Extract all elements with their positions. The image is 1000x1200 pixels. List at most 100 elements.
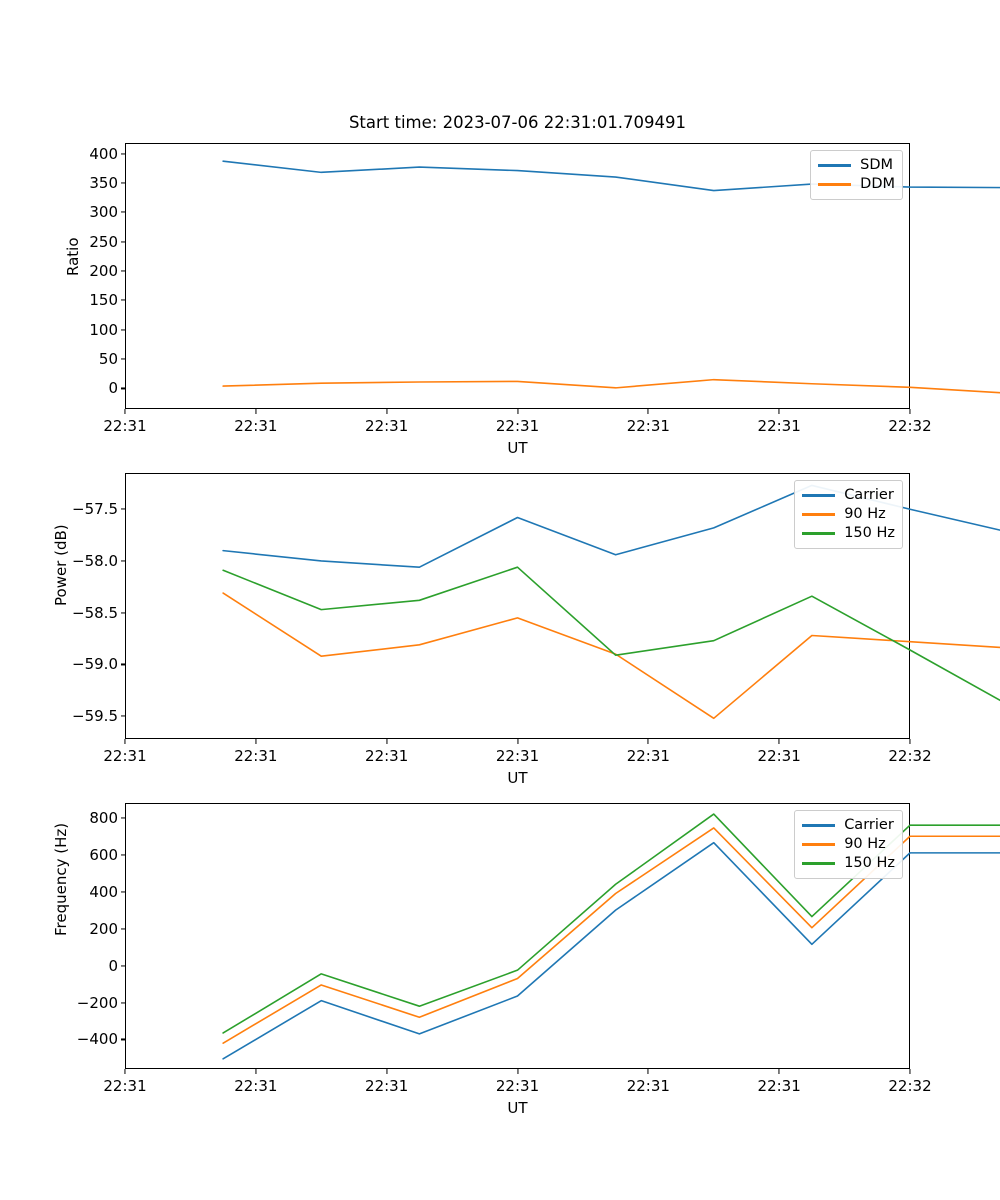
legend-item[interactable]: 90 Hz [802,835,895,854]
x-tick-mark [255,1069,257,1074]
x-tick-mark [124,739,126,744]
legend-item[interactable]: DDM [818,175,895,194]
legend-label: 150 Hz [844,855,895,872]
y-tick-mark [120,387,125,389]
y-tick-label: 200 [89,919,118,938]
x-tick-label: 22:31 [365,417,409,435]
x-tick-mark [647,739,649,744]
legend-label: DDM [860,176,895,193]
y-tick-label: 0 [108,379,118,398]
legend-item[interactable]: 150 Hz [802,524,895,543]
x-tick-label: 22:31 [626,747,670,765]
x-tick-label: 22:31 [626,1077,670,1095]
x-tick-label: 22:31 [103,1077,147,1095]
x-tick-mark [909,739,911,744]
y-tick-mark [120,270,125,272]
legend-color-swatch [802,843,836,846]
y-tick-label: −400 [76,1030,118,1049]
y-tick-mark [120,612,125,614]
x-tick-mark [778,739,780,744]
x-tick-mark [647,1069,649,1074]
x-tick-label: 22:31 [495,417,540,435]
data-lines-ratio [222,160,1000,394]
y-tick-label: 200 [89,262,118,280]
axes-frame-ratio [125,143,910,409]
legend-item[interactable]: 90 Hz [802,505,895,524]
y-tick-label: 50 [98,350,118,369]
subplot-frequency: Frequency (Hz) UT Carrier 90 Hz 150 Hz −40… [52,803,1000,1117]
y-tick-label: 300 [89,203,118,222]
y-tick-mark [120,891,125,893]
y-tick-label: −59.0 [72,655,118,674]
y-tick-label: −200 [76,993,118,1012]
legend-color-swatch [818,183,852,186]
x-axis-label-power: UT [507,769,528,787]
x-tick-mark [386,409,388,414]
legend-color-swatch [802,513,836,516]
data-lines-frequency [222,813,1000,1060]
y-tick-label: 800 [89,808,118,827]
x-tick-mark [255,739,257,744]
x-tick-label: 22:32 [888,747,932,765]
legend-item[interactable]: SDM [818,156,895,175]
x-tick-mark [647,409,649,414]
x-tick-mark [124,1069,126,1074]
y-tick-mark [120,663,125,666]
subplot-ratio: Start time: 2023-07-06 22:31:01.709491 R… [64,113,1000,457]
legend-color-swatch [818,164,852,167]
y-tick-mark [120,965,125,967]
y-tick-mark [120,560,125,562]
series-line-ddm [222,378,1000,394]
x-tick-mark [386,739,388,744]
x-tick-label: 22:31 [626,417,670,435]
y-tick-label: 350 [89,173,118,192]
x-tick-label: 22:32 [888,417,932,435]
legend-label: SDM [860,157,894,174]
x-tick-mark [909,1069,911,1074]
x-tick-mark [778,1069,780,1074]
y-tick-label: −58.0 [72,551,118,570]
series-line-carrier [222,841,1000,1060]
y-tick-mark [120,817,125,819]
legend-item[interactable]: Carrier [802,816,895,835]
y-tick-mark [120,329,125,331]
x-tick-mark [124,409,126,414]
legend-ratio[interactable]: SDM DDM [810,150,903,200]
y-tick-label: 150 [89,291,118,310]
y-tick-mark [120,241,125,243]
legend-label: 150 Hz [844,525,895,542]
y-tick-label: −59.5 [72,707,118,726]
y-tick-mark [120,1001,125,1004]
x-tick-label: 22:31 [495,1077,540,1095]
legend-frequency[interactable]: Carrier 90 Hz 150 Hz [794,810,903,879]
y-tick-label: 100 [89,320,118,339]
y-tick-mark [120,182,125,184]
x-tick-mark [778,409,780,414]
legend-label: 90 Hz [844,506,886,523]
y-tick-label: 0 [108,956,118,975]
y-tick-mark [120,1038,125,1040]
x-tick-label: 22:31 [757,417,801,435]
y-tick-label: 250 [89,232,118,251]
x-tick-label: 22:31 [234,1077,278,1095]
y-tick-mark [120,928,125,930]
legend-label: 90 Hz [844,836,886,853]
data-lines-power [222,484,1000,720]
x-tick-label: 22:31 [757,1077,801,1095]
x-tick-mark [516,409,519,414]
y-tick-mark [120,854,125,856]
y-tick-mark [120,211,125,213]
x-tick-label: 22:31 [495,747,540,765]
legend-item[interactable]: 150 Hz [802,854,895,873]
x-tick-label: 22:31 [365,747,409,765]
x-axis-label-frequency: UT [507,1099,528,1117]
legend-power[interactable]: Carrier 90 Hz 150 Hz [794,480,903,549]
legend-item[interactable]: Carrier [802,486,895,505]
x-tick-label: 22:32 [888,1077,932,1095]
legend-label: Carrier [844,817,894,834]
y-tick-label: −58.5 [72,603,118,622]
y-tick-mark [120,508,125,510]
x-axis-label-ratio: UT [507,439,528,457]
x-tick-mark [516,1069,519,1074]
legend-color-swatch [802,494,836,497]
